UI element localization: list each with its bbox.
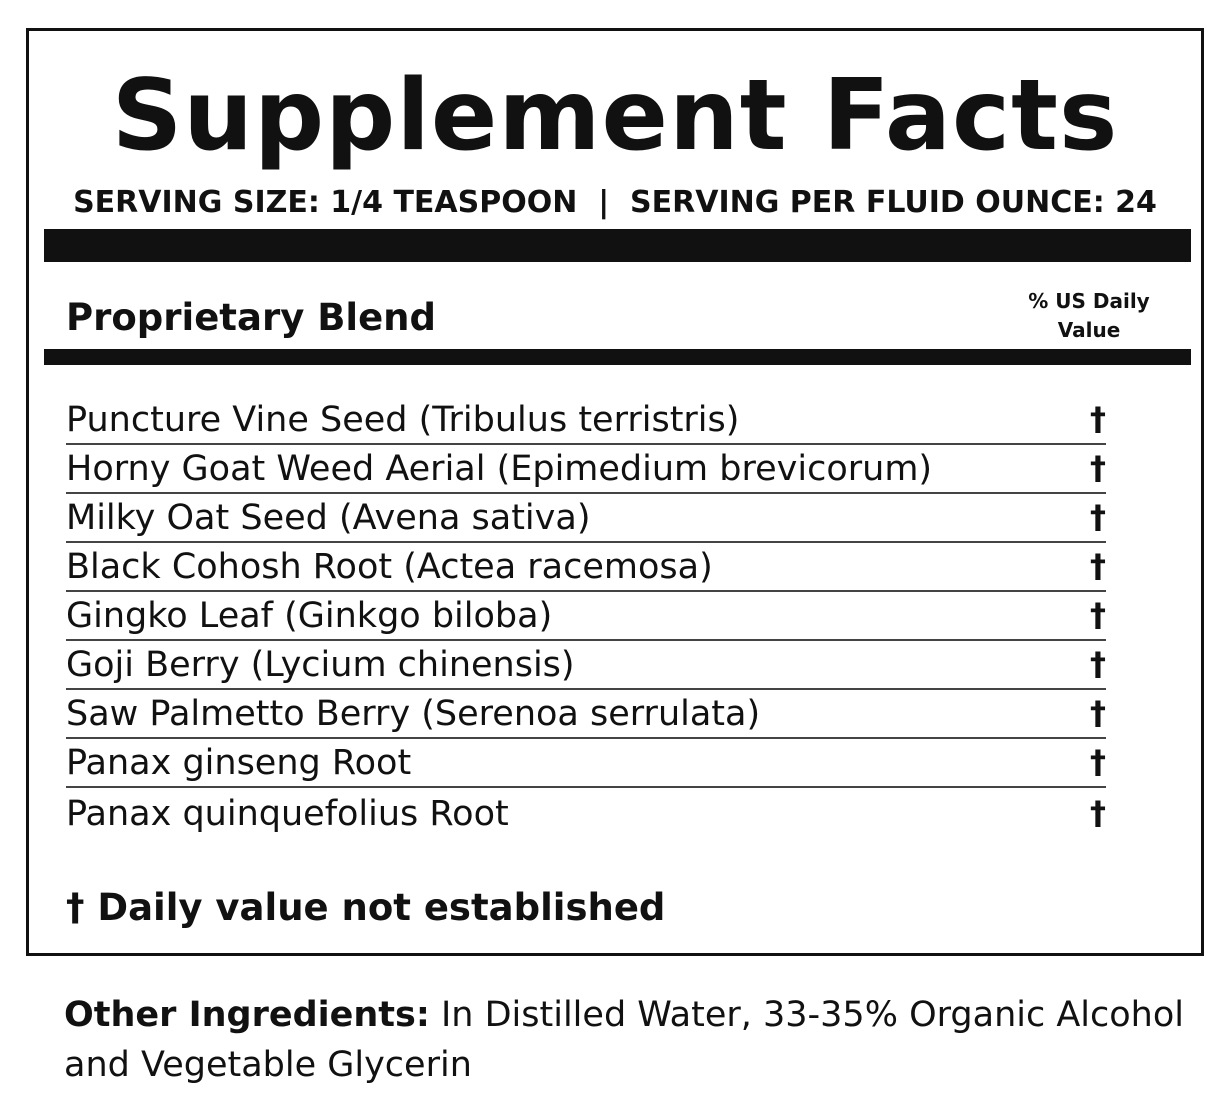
ingredient-dv: † bbox=[1090, 645, 1106, 683]
ingredient-dv: † bbox=[1090, 449, 1106, 487]
ingredient-name: Gingko Leaf (Ginkgo biloba) bbox=[66, 596, 553, 636]
ingredient-row: Panax quinquefolius Root † bbox=[66, 788, 1106, 837]
ingredient-name: Black Cohosh Root (Actea racemosa) bbox=[66, 547, 713, 587]
ingredient-row: Saw Palmetto Berry (Serenoa serrulata) † bbox=[66, 690, 1106, 739]
medium-divider bbox=[44, 349, 1191, 365]
supplement-facts-panel: Supplement Facts SERVING SIZE: 1/4 TEASP… bbox=[26, 28, 1204, 956]
ingredient-row: Black Cohosh Root (Actea racemosa) † bbox=[66, 543, 1106, 592]
ingredient-row: Horny Goat Weed Aerial (Epimedium brevic… bbox=[66, 445, 1106, 494]
ingredient-dv: † bbox=[1090, 596, 1106, 634]
ingredient-name: Puncture Vine Seed (Tribulus terristris) bbox=[66, 400, 740, 440]
ingredient-dv: † bbox=[1090, 694, 1106, 732]
thick-divider bbox=[44, 229, 1191, 262]
blend-label: Proprietary Blend bbox=[66, 296, 436, 339]
ingredient-dv: † bbox=[1090, 498, 1106, 536]
ingredient-row: Goji Berry (Lycium chinensis) † bbox=[66, 641, 1106, 690]
ingredient-name: Milky Oat Seed (Avena sativa) bbox=[66, 498, 591, 538]
ingredient-name: Horny Goat Weed Aerial (Epimedium brevic… bbox=[66, 449, 933, 489]
other-ingredients: Other Ingredients: In Distilled Water, 3… bbox=[64, 990, 1184, 1090]
other-ingredients-label: Other Ingredients: bbox=[64, 995, 430, 1035]
ingredient-name: Panax ginseng Root bbox=[66, 743, 412, 783]
ingredient-row: Panax ginseng Root † bbox=[66, 739, 1106, 788]
ingredient-row: Gingko Leaf (Ginkgo biloba) † bbox=[66, 592, 1106, 641]
ingredient-name: Goji Berry (Lycium chinensis) bbox=[66, 645, 575, 685]
ingredient-name: Panax quinquefolius Root bbox=[66, 794, 509, 834]
ingredient-dv: † bbox=[1090, 400, 1106, 438]
dv-header-line2: Value bbox=[1057, 318, 1121, 342]
ingredient-name: Saw Palmetto Berry (Serenoa serrulata) bbox=[66, 694, 761, 734]
ingredient-dv: † bbox=[1090, 743, 1106, 781]
ingredient-row: Milky Oat Seed (Avena sativa) † bbox=[66, 494, 1106, 543]
serving-info: SERVING SIZE: 1/4 TEASPOON | SERVING PER… bbox=[73, 185, 1157, 220]
daily-value-header: % US Daily Value bbox=[1019, 287, 1159, 345]
ingredient-dv: † bbox=[1090, 547, 1106, 585]
other-ingredients-text: In Distilled Water, 33-35% Organic Alcoh… bbox=[64, 995, 1184, 1085]
ingredient-row: Puncture Vine Seed (Tribulus terristris)… bbox=[66, 396, 1106, 445]
ingredient-list: Puncture Vine Seed (Tribulus terristris)… bbox=[66, 396, 1106, 837]
footnote: † Daily value not established bbox=[66, 886, 666, 929]
dv-header-line1: % US Daily bbox=[1028, 289, 1150, 313]
ingredient-dv: † bbox=[1090, 794, 1106, 832]
panel-title: Supplement Facts bbox=[111, 59, 1119, 173]
